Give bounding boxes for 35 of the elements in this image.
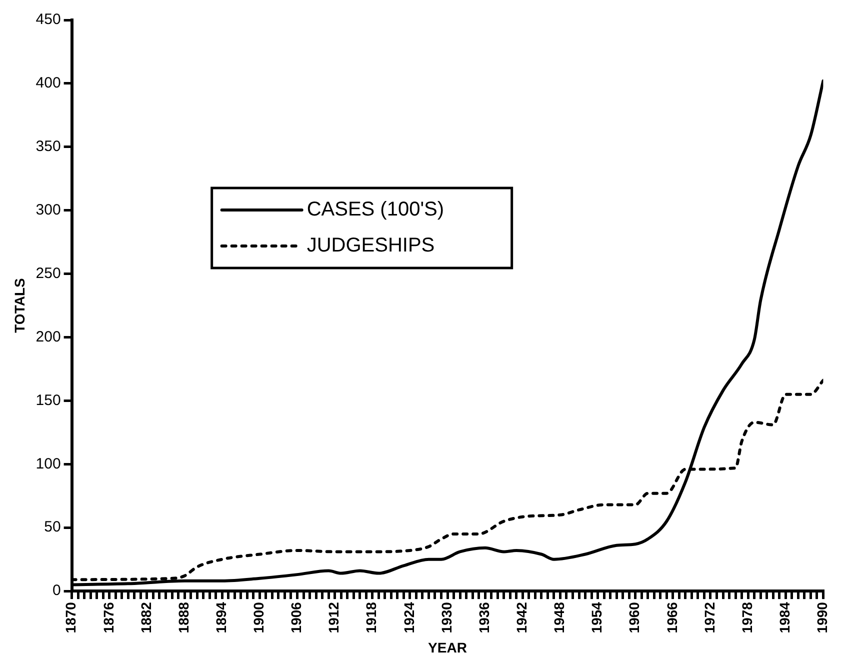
x-tick-label: 1930 [438, 602, 454, 634]
x-tick-label: 1888 [175, 602, 192, 634]
y-tick-label: 0 [52, 582, 61, 600]
x-tick-label: 1924 [400, 602, 417, 634]
y-tick-label: 150 [36, 392, 61, 409]
x-axis-title: YEAR [428, 639, 467, 656]
y-tick-label: 350 [36, 138, 61, 156]
x-tick-label: 1984 [776, 602, 792, 634]
x-tick-label: 1954 [588, 602, 605, 634]
x-tick-label: 1906 [288, 602, 304, 634]
x-tick-label: 1870 [62, 602, 79, 634]
x-tick-label: 1876 [100, 602, 116, 634]
legend-label: JUDGESHIPS [306, 234, 435, 257]
x-tick-label: 1936 [476, 602, 492, 634]
x-tick-label: 1894 [212, 602, 229, 634]
y-tick-label: 250 [36, 264, 61, 282]
x-tick-label: 1900 [250, 602, 267, 634]
x-tick-label: 1942 [514, 602, 530, 634]
legend-label: CASES (100'S) [306, 198, 444, 221]
x-tick-label: 1918 [363, 602, 380, 634]
y-tick-label: 450 [36, 11, 61, 28]
x-tick-label: 1912 [326, 602, 342, 634]
x-tick-label: 1978 [738, 602, 755, 634]
x-tick-label: 1882 [138, 602, 154, 634]
y-tick-label: 400 [36, 74, 61, 92]
y-tick-label: 50 [44, 518, 61, 536]
x-tick-label: 1972 [701, 602, 718, 634]
x-tick-label: 1990 [814, 602, 830, 634]
y-axis-title: TOTALS [11, 278, 28, 333]
x-tick-label: 1960 [626, 602, 642, 634]
y-tick-label: 100 [36, 455, 61, 472]
y-tick-label: 200 [36, 328, 61, 346]
x-tick-label: 1948 [551, 602, 568, 634]
y-tick-label: 300 [36, 201, 61, 218]
x-tick-label: 1966 [664, 602, 680, 634]
